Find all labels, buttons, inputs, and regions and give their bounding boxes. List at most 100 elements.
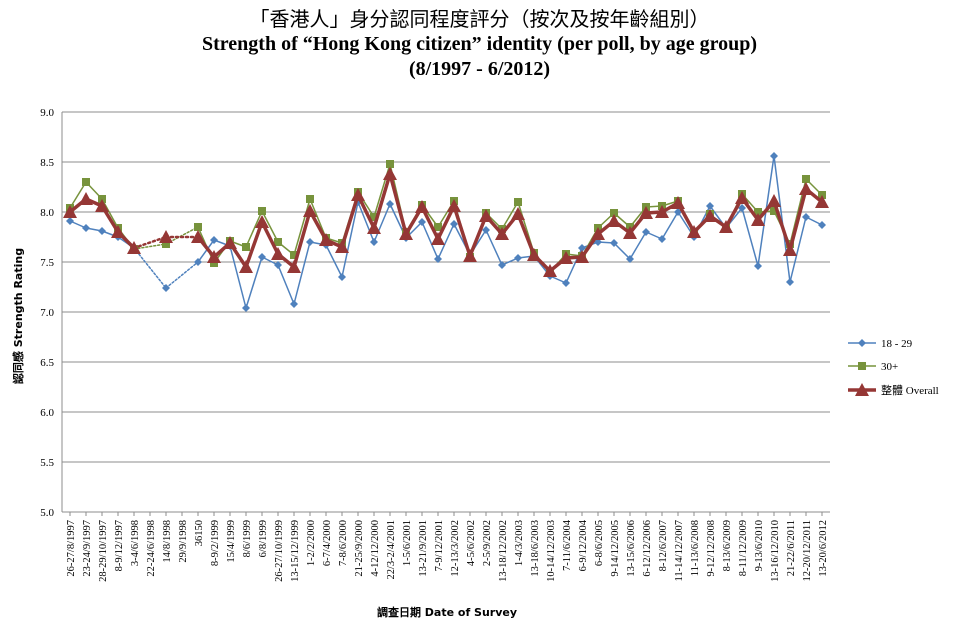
- y-tick-label: 7.0: [40, 307, 54, 319]
- x-tick-label: 29/9/1998: [178, 520, 189, 563]
- series-line: [421, 221, 439, 260]
- data-point: [687, 225, 701, 238]
- data-point: [767, 194, 781, 207]
- series-line: [101, 198, 119, 229]
- x-tick-label: 28-29/10/1997: [98, 520, 109, 582]
- data-point: [351, 188, 365, 201]
- data-point: [258, 253, 266, 261]
- x-tick-label: 13-21/9/2001: [418, 520, 429, 577]
- data-point: [399, 227, 413, 240]
- x-tick-label: 8-9/2/1999: [210, 520, 221, 566]
- data-point: [703, 209, 717, 222]
- y-tick-label: 8.0: [40, 207, 54, 219]
- data-point: [559, 251, 573, 264]
- y-tick-label: 6.0: [40, 407, 54, 419]
- data-point: [159, 230, 173, 243]
- legend: 18 - 29 30+ 整體 Overall: [848, 338, 939, 397]
- data-point: [79, 192, 93, 205]
- data-point: [271, 247, 285, 260]
- series-line: [629, 231, 647, 260]
- series-0: [66, 152, 826, 312]
- data-point: [95, 199, 109, 212]
- data-point: [754, 262, 762, 270]
- series-line: [372, 173, 392, 229]
- series-line: [485, 229, 503, 266]
- series-line: [69, 181, 87, 209]
- y-tick-label: 9.0: [40, 107, 54, 119]
- series-gap-line: [132, 235, 168, 250]
- series-line: [468, 215, 488, 257]
- title-block: 「香港人」身分認同程度評分（按次及按年齡組別） Strength of “Hon…: [0, 6, 959, 82]
- data-point: [63, 205, 77, 218]
- data-point: [370, 213, 378, 221]
- series-line: [340, 194, 360, 248]
- x-tick-label: 36150: [194, 520, 205, 546]
- data-point: [626, 255, 634, 263]
- x-tick-label: 13-20/6/2012: [818, 520, 829, 577]
- series-line: [229, 245, 247, 309]
- data-point: [319, 233, 333, 246]
- data-point: [207, 250, 221, 263]
- series-line: [516, 213, 536, 256]
- series-gap-line: [133, 247, 167, 289]
- data-point: [770, 207, 778, 215]
- x-tick-label: 13-15/6/2006: [626, 520, 637, 577]
- data-point: [514, 254, 522, 262]
- data-point: [786, 278, 794, 286]
- x-tick-label: 9-13/6/2010: [754, 520, 765, 571]
- data-point: [127, 241, 141, 254]
- x-tick-label: 11-13/6/2008: [690, 520, 701, 576]
- x-tick-label: 11-14/12/2007: [674, 520, 685, 581]
- data-point: [303, 204, 317, 217]
- x-tick-label: 15/4/1999: [226, 520, 237, 563]
- data-point: [463, 249, 477, 262]
- data-point: [642, 228, 650, 236]
- series-line: [388, 173, 408, 235]
- data-point: [287, 260, 301, 273]
- data-point: [527, 248, 541, 261]
- series-line: [437, 223, 455, 260]
- data-point: [783, 243, 797, 256]
- data-point: [818, 221, 826, 229]
- x-tick-label: 8-11/12/2009: [738, 520, 749, 576]
- x-tick-label: 8-13/6/2009: [722, 520, 733, 571]
- x-tick-label: 13-18/6/2003: [530, 520, 541, 577]
- data-point: [223, 236, 237, 249]
- data-point: [658, 235, 666, 243]
- x-tick-label: 1-2/2/2000: [306, 520, 317, 566]
- data-point: [610, 239, 618, 247]
- x-tick-label: 12-20/12/2011: [802, 520, 813, 581]
- y-tick-label: 6.5: [40, 357, 54, 369]
- series-line: [245, 210, 263, 248]
- series-line: [197, 239, 215, 263]
- data-point: [751, 213, 765, 226]
- x-tick-label: 6-7/4/2000: [322, 520, 333, 566]
- x-tick-label: 13-15/12/1999: [290, 520, 301, 582]
- x-tick-label: 4-5/6/2002: [466, 520, 477, 566]
- data-point: [258, 207, 266, 215]
- series-2: [63, 167, 829, 277]
- y-tick-label: 5.5: [40, 457, 54, 469]
- data-point: [706, 202, 714, 210]
- legend-label: 整體 Overall: [881, 383, 939, 397]
- data-point: [815, 195, 829, 208]
- data-point: [770, 152, 778, 160]
- series-line: [773, 155, 791, 283]
- data-point: [495, 227, 509, 240]
- data-point: [111, 225, 125, 238]
- x-tick-label: 23-24/9/1997: [82, 520, 93, 577]
- y-tick-label: 8.5: [40, 157, 54, 169]
- data-point: [274, 238, 282, 246]
- data-point: [367, 221, 381, 234]
- data-point: [562, 279, 570, 287]
- series-line: [309, 198, 327, 239]
- data-point: [386, 200, 394, 208]
- data-point: [82, 224, 90, 232]
- data-point: [162, 240, 170, 248]
- data-point: [290, 300, 298, 308]
- data-point: [306, 238, 314, 246]
- data-point: [610, 209, 618, 217]
- data-point: [386, 160, 394, 168]
- data-point: [98, 227, 106, 235]
